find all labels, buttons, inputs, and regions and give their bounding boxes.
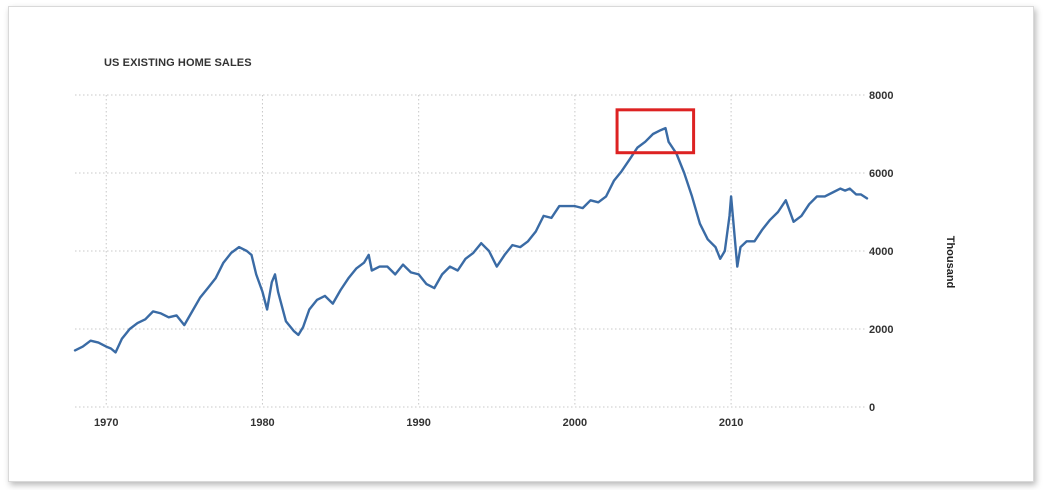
- chart-title: US EXISTING HOME SALES: [104, 57, 252, 69]
- grid-lines: [75, 94, 867, 408]
- x-tick-label: 1980: [250, 417, 274, 429]
- y-tick-label: 4000: [869, 246, 893, 258]
- x-axis-ticks: 1970 1980 1990 2000 2010: [94, 417, 743, 429]
- y-axis-label: Thousand: [944, 236, 956, 289]
- series-line: [73, 126, 869, 354]
- y-tick-label: 6000: [869, 168, 893, 180]
- y-tick-label: 2000: [869, 324, 893, 336]
- x-tick-label: 1990: [406, 417, 430, 429]
- chart-frame: [8, 6, 1034, 482]
- x-tick-label: 2010: [719, 417, 743, 429]
- y-tick-label: 0: [869, 402, 875, 414]
- x-tick-label: 2000: [563, 417, 587, 429]
- highlight-layer: [615, 108, 696, 155]
- highlight-box: [615, 108, 696, 155]
- y-tick-label: 8000: [869, 90, 893, 102]
- series-layer: [73, 126, 869, 354]
- x-tick-label: 1970: [94, 417, 118, 429]
- y-axis-ticks: 0 2000 4000 6000 8000: [869, 90, 893, 414]
